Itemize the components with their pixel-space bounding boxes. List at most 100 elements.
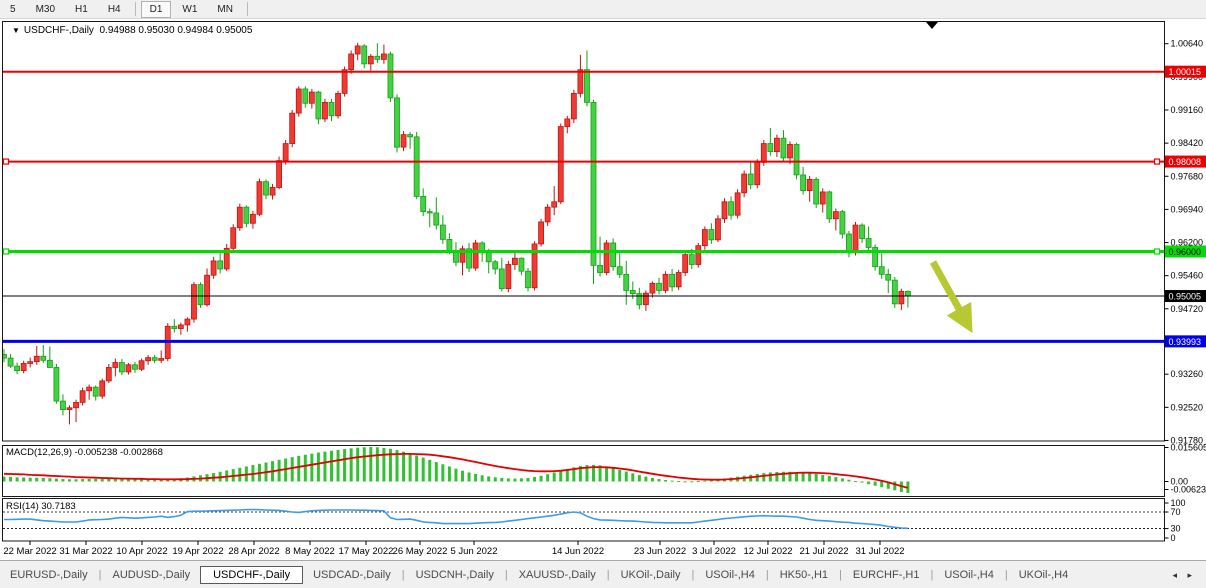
- tab-usdcnh-daily[interactable]: USDCNH-,Daily: [415, 569, 494, 581]
- hline-handle[interactable]: [2, 158, 10, 165]
- chart-tab-bar: EURUSD-,Daily | AUDUSD-,Daily USDCHF-,Daily…: [0, 560, 1206, 588]
- date-axis[interactable]: 22 Mar 2022 31 Mar 2022 10 Apr 2022 19 Apr …: [3, 541, 905, 557]
- svg-text:0.92520: 0.92520: [1171, 402, 1204, 412]
- tab-eurchf-h1[interactable]: EURCHF-,H1: [852, 569, 920, 581]
- svg-text:10 Apr 2022: 10 Apr 2022: [116, 546, 167, 557]
- hline-handle[interactable]: [1153, 158, 1161, 165]
- svg-text:0.93993: 0.93993: [1169, 337, 1202, 347]
- tab-separator: |: [839, 569, 842, 581]
- timeframe-toolbar: 5 M30 H1 H4 D1 W1 MN: [0, 0, 1206, 19]
- tab-usoil-h4[interactable]: USOil-,H4: [944, 569, 994, 581]
- macd-axis[interactable]: 0.015605 0.00-0.00623: [1164, 443, 1206, 495]
- tab-usdcad-daily[interactable]: USDCAD-,Daily: [313, 569, 391, 581]
- timeframe-m30[interactable]: M30: [35, 3, 56, 15]
- svg-text:0.96000: 0.96000: [1169, 247, 1202, 257]
- svg-text:1.00640: 1.00640: [1171, 39, 1204, 49]
- tab-separator: |: [765, 569, 769, 581]
- candlestick-series: [3, 42, 911, 425]
- rsi-panel: [2, 498, 1165, 542]
- svg-text:0.97680: 0.97680: [1171, 171, 1204, 181]
- chart-window: 1.006400.999000.991600.984200.976800.969…: [0, 19, 1206, 560]
- tab-usoil-h4[interactable]: USOil-,H4: [705, 569, 755, 581]
- svg-text:26 May 2022: 26 May 2022: [393, 546, 448, 557]
- tab-separator: |: [401, 569, 405, 581]
- hline-handle[interactable]: [1153, 248, 1161, 255]
- svg-text:31 Mar 2022: 31 Mar 2022: [59, 546, 112, 557]
- macd-panel: [2, 445, 1165, 497]
- down-arrow-annotation[interactable]: [929, 260, 973, 334]
- timeframe-5[interactable]: 5: [10, 3, 16, 15]
- toolbar-separator: [134, 2, 136, 16]
- svg-text:12 Jul 2022: 12 Jul 2022: [743, 546, 792, 557]
- svg-text:14 Jun 2022: 14 Jun 2022: [552, 546, 604, 557]
- price-tag-0.93993: 0.93993: [1165, 335, 1206, 348]
- svg-text:22 Mar 2022: 22 Mar 2022: [3, 546, 56, 557]
- price-axis[interactable]: 1.006400.999000.991600.984200.976800.969…: [1164, 39, 1204, 446]
- chart-canvas[interactable]: 1.006400.999000.991600.984200.976800.969…: [0, 19, 1206, 560]
- svg-text:30: 30: [1171, 524, 1181, 534]
- rsi-line: [4, 508, 908, 530]
- tab-separator: |: [606, 569, 610, 581]
- tab-separator: |: [504, 569, 508, 581]
- timeframe-d1[interactable]: D1: [140, 0, 172, 18]
- tab-separator: |: [691, 569, 695, 581]
- price-tag-0.95005: 0.95005: [1165, 290, 1206, 303]
- macd-signal-line: [3, 452, 909, 489]
- svg-text:0.96940: 0.96940: [1171, 204, 1204, 214]
- tab-separator: |: [98, 569, 102, 581]
- tab-eurusd-daily[interactable]: EURUSD-,Daily: [10, 569, 88, 581]
- svg-text:0.91780: 0.91780: [1171, 435, 1204, 445]
- price-panel: [2, 21, 1165, 442]
- price-tag-1.00015: 1.00015: [1165, 65, 1206, 78]
- timeframe-h1[interactable]: H1: [75, 3, 88, 15]
- symbol-dropdown-icon: ▼: [12, 26, 20, 35]
- svg-text:0.96200: 0.96200: [1171, 238, 1204, 248]
- tab-scroll-arrows[interactable]: ◂ ▸: [1172, 569, 1196, 580]
- svg-text:70: 70: [1171, 507, 1181, 517]
- svg-text:28 Apr 2022: 28 Apr 2022: [228, 546, 279, 557]
- svg-text:3 Jul 2022: 3 Jul 2022: [692, 546, 736, 557]
- svg-text:19 Apr 2022: 19 Apr 2022: [172, 546, 223, 557]
- chart-shift-marker-icon[interactable]: [926, 22, 938, 29]
- svg-text:8 May 2022: 8 May 2022: [285, 546, 335, 557]
- svg-text:0.00: 0.00: [1171, 477, 1189, 487]
- toolbar-separator: [246, 2, 248, 16]
- svg-text:0.95460: 0.95460: [1171, 271, 1204, 281]
- price-tag-0.98008: 0.98008: [1165, 155, 1206, 168]
- rsi-indicator-label: RSI(14) 30.7183: [6, 501, 76, 512]
- tab-ukoil-h4[interactable]: UKOil-,H4: [1018, 569, 1069, 581]
- svg-text:0.93260: 0.93260: [1171, 369, 1204, 379]
- hline-handle[interactable]: [2, 248, 10, 255]
- svg-text:23 Jun 2022: 23 Jun 2022: [634, 546, 686, 557]
- timeframe-h4[interactable]: H4: [107, 3, 121, 15]
- svg-text:0: 0: [1171, 533, 1176, 543]
- tab-ukoil-daily[interactable]: UKOil-,Daily: [620, 569, 681, 581]
- svg-text:21 Jul 2022: 21 Jul 2022: [799, 546, 848, 557]
- tab-audusd-daily[interactable]: AUDUSD-,Daily: [112, 569, 191, 581]
- ohlc-values: 0.94988 0.95030 0.94984 0.95005: [99, 25, 253, 36]
- tab-xauusd-daily[interactable]: XAUUSD-,Daily: [518, 569, 596, 581]
- tab-usdchf-daily[interactable]: USDCHF-,Daily: [200, 566, 304, 584]
- svg-text:0.98420: 0.98420: [1171, 138, 1204, 148]
- svg-text:31 Jul 2022: 31 Jul 2022: [855, 546, 904, 557]
- macd-indicator-label: MACD(12,26,9) -0.005238 -0.002868: [6, 447, 163, 458]
- svg-text:0.94720: 0.94720: [1171, 304, 1204, 314]
- svg-text:0.98008: 0.98008: [1169, 157, 1202, 167]
- timeframe-mn[interactable]: MN: [217, 3, 233, 15]
- chart-title: ▼ USDCHF-,Daily 0.94988 0.95030 0.94984 0…: [12, 25, 252, 36]
- svg-text:1.00015: 1.00015: [1169, 67, 1202, 77]
- svg-text:17 May 2022: 17 May 2022: [339, 546, 394, 557]
- price-tag-0.96000: 0.96000: [1165, 245, 1206, 258]
- svg-text:100: 100: [1171, 498, 1186, 508]
- tab-hk50-h1[interactable]: HK50-,H1: [779, 569, 828, 581]
- tab-separator: |: [1004, 569, 1008, 581]
- symbol-label: USDCHF-,Daily: [23, 25, 94, 36]
- svg-text:0.015605: 0.015605: [1171, 443, 1206, 453]
- svg-text:-0.00623: -0.00623: [1171, 485, 1206, 495]
- tab-separator: |: [930, 569, 934, 581]
- timeframe-w1[interactable]: W1: [182, 3, 198, 15]
- svg-text:0.95005: 0.95005: [1169, 292, 1202, 302]
- svg-text:0.99160: 0.99160: [1171, 105, 1204, 115]
